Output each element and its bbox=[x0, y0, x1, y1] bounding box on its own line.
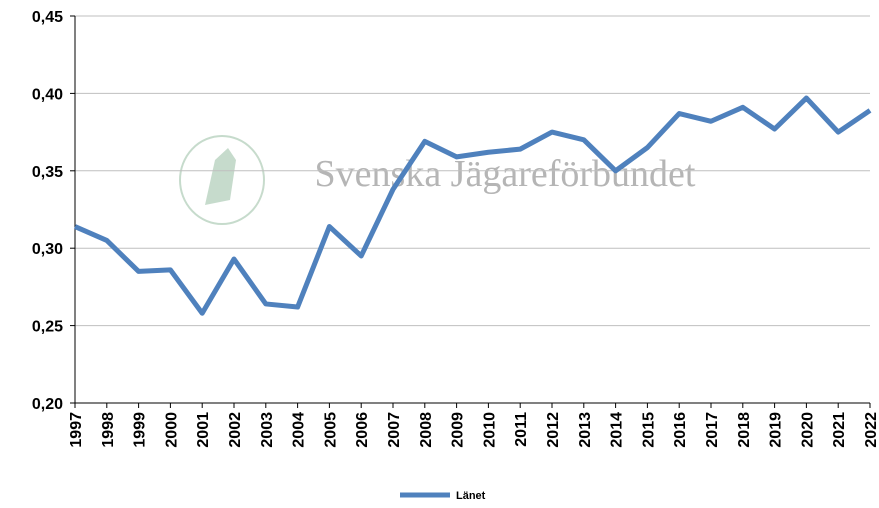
x-tick-label: 2018 bbox=[736, 412, 753, 448]
y-tick-label: 0,20 bbox=[32, 396, 63, 413]
x-tick-label: 2017 bbox=[704, 412, 721, 448]
logo bbox=[179, 135, 265, 225]
data-line bbox=[73, 95, 872, 316]
x-tick-label: 2003 bbox=[259, 412, 276, 448]
y-tick-label: 0,30 bbox=[32, 241, 63, 258]
x-tick-label: 2014 bbox=[609, 412, 626, 448]
watermark: Svenska Jägareförbundet bbox=[315, 153, 696, 195]
y-tick-label: 0,40 bbox=[32, 86, 63, 103]
legend-label: Länet bbox=[456, 490, 486, 502]
y-tick-label: 0,25 bbox=[32, 319, 63, 336]
x-tick-label: 1998 bbox=[100, 412, 117, 448]
x-tick-label: 2013 bbox=[577, 412, 594, 448]
x-tick-label: 1997 bbox=[68, 412, 85, 448]
x-tick-label: 2015 bbox=[640, 412, 657, 448]
x-tick-label: 2019 bbox=[768, 412, 785, 448]
x-tick-label: 2001 bbox=[195, 412, 212, 448]
y-tick-label: 0,45 bbox=[32, 9, 63, 26]
x-tick-label: 2004 bbox=[291, 412, 308, 448]
x-tick-label: 2007 bbox=[386, 412, 403, 448]
x-tick-label: 2006 bbox=[354, 412, 371, 448]
x-tick-label: 1999 bbox=[132, 412, 149, 448]
x-tick-label: 2011 bbox=[513, 412, 530, 447]
x-tick-label: 2009 bbox=[450, 412, 467, 448]
x-tick-label: 2016 bbox=[672, 412, 689, 448]
x-tick-label: 2008 bbox=[418, 412, 435, 448]
y-tick-label: 0,35 bbox=[32, 164, 63, 181]
x-tick-label: 2005 bbox=[322, 412, 339, 448]
x-tick-label: 2012 bbox=[545, 412, 562, 448]
x-tick-label: 2010 bbox=[481, 412, 498, 448]
x-tick-label: 2000 bbox=[163, 412, 180, 448]
x-tick-label: 2021 bbox=[831, 412, 848, 448]
x-tick-label: 2002 bbox=[227, 412, 244, 448]
x-tick-label: 2020 bbox=[799, 412, 816, 448]
x-tick-label: 2022 bbox=[863, 412, 879, 448]
